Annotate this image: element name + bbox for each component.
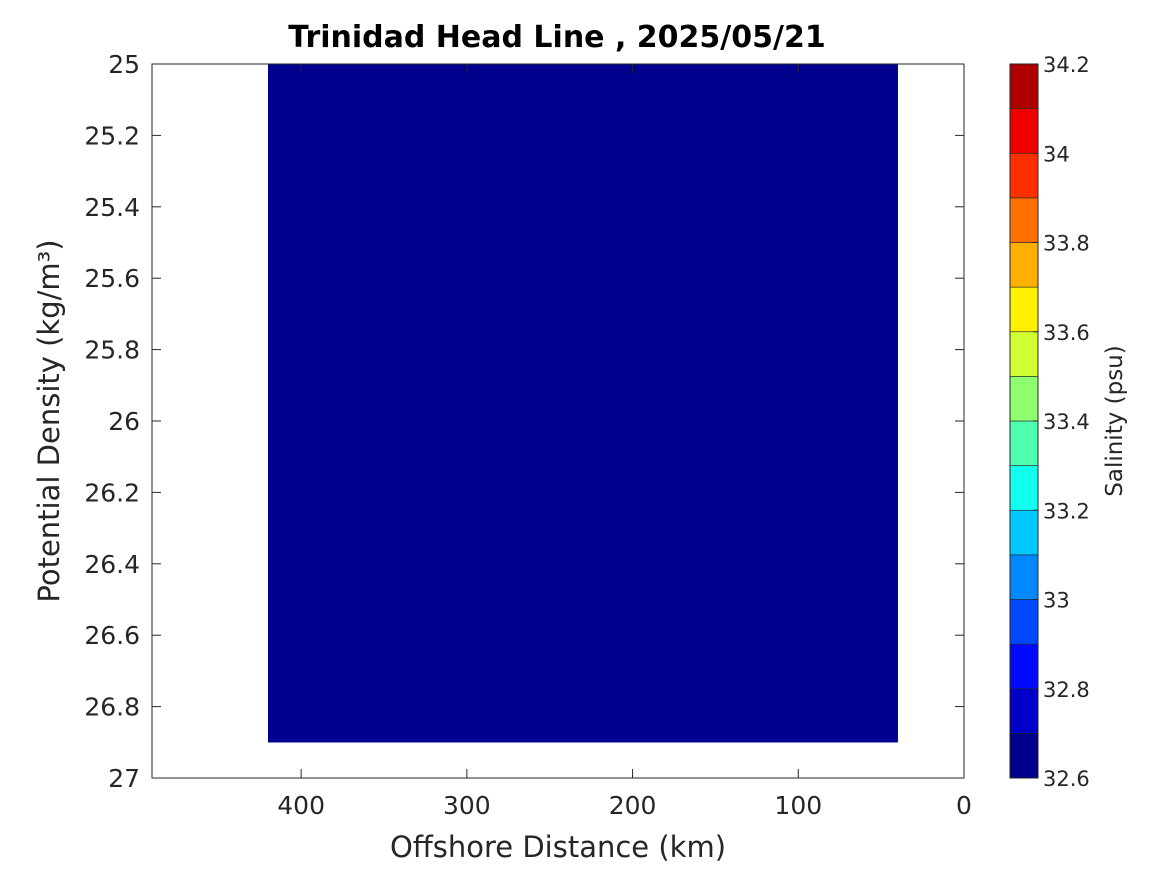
y-tick-label: 25.4: [84, 193, 140, 222]
colorbar-swatch: [1009, 242, 1039, 288]
colorbar-tick-label: 32.6: [1043, 767, 1090, 791]
colorbar-swatch: [1009, 197, 1039, 243]
colorbar-swatch: [1009, 643, 1039, 690]
colorbar-swatch: [1009, 688, 1039, 734]
colorbar-swatch: [1009, 733, 1039, 779]
colorbar-swatch: [1009, 152, 1039, 199]
contour-band: [268, 64, 898, 743]
colorbar-swatch: [1009, 108, 1039, 154]
colorbar-tick-label: 33.8: [1043, 232, 1090, 256]
colorbar-swatch: [1009, 331, 1039, 377]
y-tick-label: 26: [108, 407, 140, 436]
colorbar-tick-label: 33.4: [1043, 410, 1090, 434]
y-axis-label: Potential Density (kg/m³): [32, 239, 66, 602]
y-axis: 25 25.2 25.4 25.6 25.8 26 26.2 26.4 26.6 26.8 27: [84, 50, 964, 793]
colorbar-swatch: [1009, 465, 1039, 511]
colorbar-tick-label: 33: [1043, 589, 1070, 613]
contour-fill-layers: [268, 64, 898, 743]
colorbar-swatch: [1009, 599, 1039, 645]
colorbar-tick-label: 34: [1043, 142, 1070, 166]
colorbar-swatch: [1009, 554, 1039, 600]
colorbar-tick-label: 32.8: [1043, 678, 1090, 702]
y-tick-label: 25.8: [84, 336, 140, 365]
colorbar-swatch: [1009, 420, 1039, 466]
y-tick-label: 26.6: [84, 621, 140, 650]
y-tick-label: 26.4: [84, 550, 140, 579]
y-tick-label: 25: [108, 50, 140, 79]
y-tick-label: 25.6: [84, 264, 140, 293]
colorbar-label: Salinity (psu): [1102, 345, 1128, 497]
colorbar-swatch: [1009, 376, 1039, 422]
colorbar-tick-label: 33.6: [1043, 321, 1090, 345]
x-tick-label: 0: [956, 791, 972, 820]
chart-title: Trinidad Head Line , 2025/05/21: [288, 20, 825, 55]
x-tick-label: 400: [277, 791, 325, 820]
x-tick-label: 300: [443, 791, 491, 820]
colorbar-swatch: [1009, 63, 1039, 109]
x-tick-label: 100: [774, 791, 822, 820]
colorbar-swatch: [1009, 286, 1039, 333]
x-tick-label: 200: [609, 791, 657, 820]
y-tick-label: 26.2: [84, 478, 140, 507]
x-axis-label: Offshore Distance (km): [390, 830, 726, 864]
colorbar-tick-label: 33.2: [1043, 499, 1090, 523]
colorbar-tick-label: 34.2: [1043, 53, 1090, 77]
x-axis: 400 300 200 100 0: [277, 64, 972, 820]
colorbar-swatch: [1009, 509, 1039, 556]
colorbar-ticks: 32.6 32.8 33 33.2 33.4 33.6 33.8 34 34.2: [1033, 53, 1090, 791]
y-tick-label: 25.2: [84, 121, 140, 150]
y-tick-label: 27: [108, 764, 140, 793]
y-tick-label: 26.8: [84, 693, 140, 722]
